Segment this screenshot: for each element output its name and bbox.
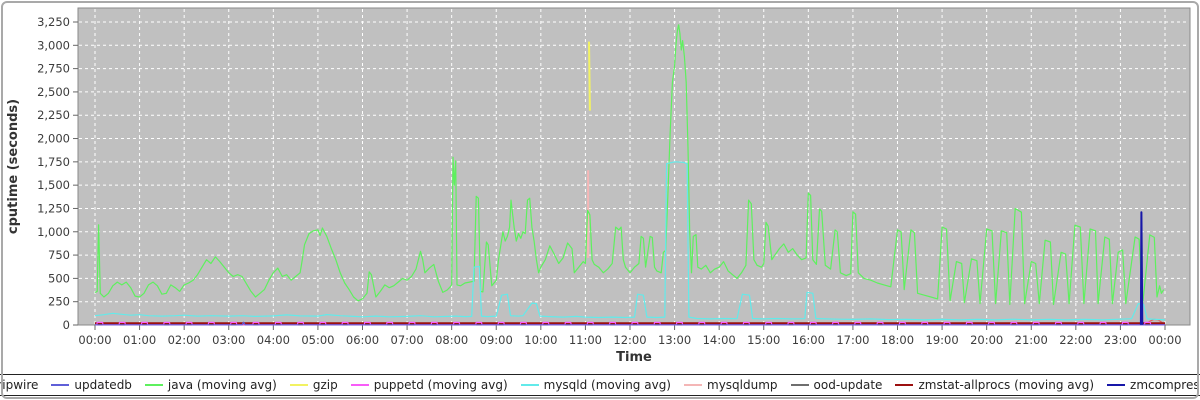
- y-tick-label: 1,750: [37, 155, 70, 169]
- legend-item-java-moving-avg-: java (moving avg): [144, 378, 277, 392]
- legend-swatch: [51, 384, 70, 386]
- y-tick-label: 1,000: [37, 225, 70, 239]
- x-tick-label: 15:00: [747, 333, 780, 347]
- y-tick-label: 2,250: [37, 108, 70, 122]
- x-tick-label: 12:00: [613, 333, 646, 347]
- series-mysqld-moving-avg-: [94, 161, 1166, 321]
- legend-swatch: [1107, 384, 1126, 386]
- legend-label: mysqldump: [707, 378, 778, 392]
- legend-item-zmcompresslogs: zmcompresslogs: [1107, 378, 1200, 392]
- x-tick-label: 21:00: [1015, 333, 1048, 347]
- x-tick-label: 14:00: [703, 333, 736, 347]
- legend-label: mysqld (moving avg): [543, 378, 671, 392]
- legend-item-ood-update: ood-update: [790, 378, 883, 392]
- series-updatedb: [95, 321, 1165, 326]
- x-tick-label: 11:00: [569, 333, 602, 347]
- chart-canvas: 0 250 500 750 1,000 1,250 1,500 1,750 2,000 2,250…: [6, 7, 1191, 365]
- x-tick-label: 00:00: [1148, 333, 1181, 347]
- x-tick-label: 07:00: [391, 333, 424, 347]
- legend-item-mysqld-moving-avg-: mysqld (moving avg): [520, 378, 671, 392]
- legend-swatch: [144, 384, 163, 386]
- y-tick-label: 1,500: [37, 178, 70, 192]
- legend-item-updatedb: updatedb: [51, 378, 132, 392]
- x-tick-label: 22:00: [1059, 333, 1092, 347]
- legend-label: gzip: [312, 378, 338, 392]
- legend-label: java (moving avg): [167, 378, 277, 392]
- x-tick-label: 04:00: [257, 333, 290, 347]
- legend-swatch: [790, 384, 809, 386]
- x-axis-title: Time: [616, 350, 652, 365]
- legend-label: zmcompresslogs: [1130, 378, 1200, 392]
- legend-swatch: [684, 384, 702, 386]
- legend-row: tripwire updatedb java (moving avg) gzip pup…: [0, 374, 1200, 396]
- legend-item-tripwire: tripwire: [0, 378, 38, 392]
- legend-item-gzip: gzip: [289, 378, 338, 392]
- legend-swatch: [350, 384, 369, 386]
- x-tick-label: 10:00: [524, 333, 557, 347]
- legend-item-mysqldump: mysqldump: [684, 378, 778, 392]
- legend-label: ood-update: [813, 378, 883, 392]
- legend-label: tripwire: [0, 378, 39, 392]
- series-zmcompresslogs: [1139, 211, 1144, 325]
- legend-label: zmstat-allprocs (moving avg): [918, 378, 1095, 392]
- x-tick-label: 17:00: [836, 333, 869, 347]
- y-tick-label: 2,750: [37, 62, 70, 76]
- x-tick-label: 16:00: [792, 333, 825, 347]
- legend-swatch: [289, 384, 308, 386]
- legend-label: puppetd (moving avg): [373, 378, 508, 392]
- y-tick-label: 0: [63, 318, 70, 332]
- legend-item-puppetd-moving-avg-: puppetd (moving avg): [350, 378, 508, 392]
- x-tick-label: 18:00: [881, 333, 914, 347]
- x-tick-label: 19:00: [926, 333, 959, 347]
- legend-item-zmstat-allprocs-moving-avg-: zmstat-allprocs (moving avg): [895, 378, 1094, 392]
- y-axis-title: cputime (seconds): [6, 99, 21, 234]
- y-tick-label: 3,000: [37, 38, 70, 52]
- series-java-moving-avg-: [94, 24, 1165, 306]
- y-tick-label: 250: [48, 295, 70, 309]
- x-tick-label: 05:00: [301, 333, 334, 347]
- x-tick-label: 00:00: [78, 333, 111, 347]
- chart-legend: tripwire updatedb java (moving avg) gzip pup…: [0, 374, 1200, 396]
- series-gzip: [588, 41, 591, 111]
- x-tick-label: 06:00: [346, 333, 379, 347]
- plot-area: [77, 7, 1191, 326]
- y-tick-label: 500: [48, 271, 70, 285]
- x-tick-label: 09:00: [480, 333, 513, 347]
- y-tick-label: 750: [48, 248, 70, 262]
- y-tick-label: 2,500: [37, 85, 70, 99]
- x-tick-label: 08:00: [435, 333, 468, 347]
- legend-swatch: [895, 384, 914, 386]
- x-tick-label: 23:00: [1104, 333, 1137, 347]
- y-tick-label: 1,250: [37, 201, 70, 215]
- x-tick-label: 02:00: [168, 333, 201, 347]
- legend-swatch: [520, 384, 539, 386]
- y-tick-label: 3,250: [37, 15, 70, 29]
- x-tick-label: 20:00: [970, 333, 1003, 347]
- x-tick-label: 01:00: [123, 333, 156, 347]
- x-tick-label: 13:00: [658, 333, 691, 347]
- legend-label: updatedb: [74, 378, 132, 392]
- x-tick-label: 03:00: [212, 333, 245, 347]
- y-tick-label: 2,000: [37, 132, 70, 146]
